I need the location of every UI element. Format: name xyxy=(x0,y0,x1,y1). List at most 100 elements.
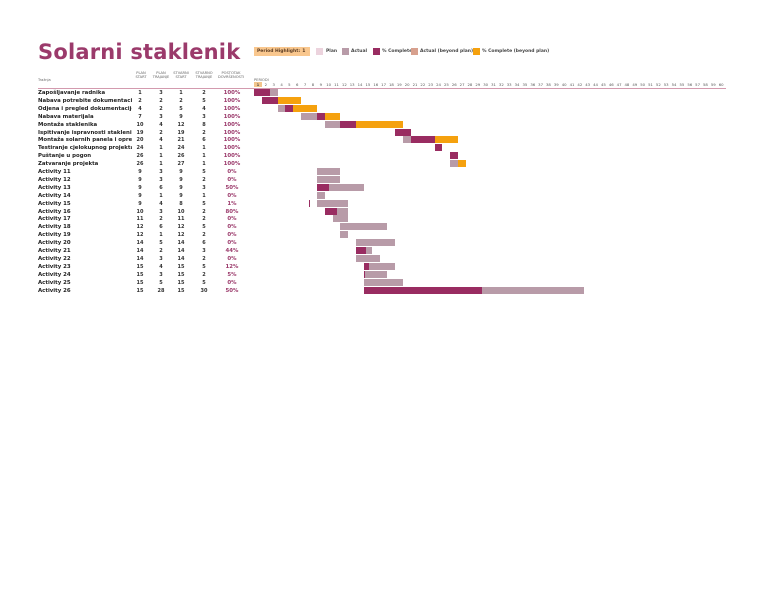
complete-bar xyxy=(450,152,459,160)
period-number: 52 xyxy=(655,82,661,87)
plan-start-value: 9 xyxy=(138,184,142,191)
actual-duration-value: 6 xyxy=(202,240,206,247)
table-row[interactable]: Testiranje cjelokupnog projekta 24 1 24 1 100… xyxy=(0,144,768,152)
actual-duration-value: 2 xyxy=(202,232,206,239)
activity-name: Testiranje cjelokupnog projekta xyxy=(38,145,132,152)
activity-name: Activity 11 xyxy=(38,169,71,175)
activity-name: Odjena i pregled dokumentacije xyxy=(38,105,132,112)
plan-bar xyxy=(316,175,341,183)
percent-complete-value: 100% xyxy=(223,137,241,144)
column-plan-start: PLAN START xyxy=(135,71,147,80)
table-row[interactable]: Activity 15 9 4 8 5 1% xyxy=(0,199,768,208)
plan-bar xyxy=(363,278,404,286)
table-row[interactable]: Activity 14 9 1 9 1 0% xyxy=(0,191,768,200)
table-row[interactable]: Activity 17 11 2 11 2 0% xyxy=(0,215,768,223)
actual-duration-value: 1 xyxy=(202,192,206,199)
period-number: 57 xyxy=(695,82,701,87)
plan-duration-value: 2 xyxy=(159,129,163,136)
period-number: 35 xyxy=(522,82,528,87)
plan-start-value: 26 xyxy=(136,161,144,168)
actual-start-value: 12 xyxy=(177,224,185,231)
table-row[interactable]: Odjena i pregled dokumentacije 4 2 5 4 100% xyxy=(0,104,768,113)
plan-start-value: 15 xyxy=(136,287,144,294)
actual-start-value: 14 xyxy=(177,255,185,262)
period-number: 47 xyxy=(616,82,622,87)
actual-duration-value: 6 xyxy=(202,137,206,144)
header-divider xyxy=(38,88,726,89)
table-row[interactable]: Montaža staklenika 10 4 12 8 100% xyxy=(0,120,768,129)
activity-name: Activity 15 xyxy=(38,200,71,207)
period-number: 14 xyxy=(357,82,363,87)
complete-bar xyxy=(363,286,482,294)
plan-duration-value: 3 xyxy=(159,271,163,278)
percent-complete-value: 44% xyxy=(225,248,239,254)
actual-start-value: 15 xyxy=(177,279,185,286)
period-number: 18 xyxy=(389,82,394,87)
activity-name: Activity 20 xyxy=(38,240,71,247)
table-row[interactable]: Activity 18 12 6 12 5 0% xyxy=(0,223,768,231)
complete-beyond-bar xyxy=(277,96,302,104)
complete-beyond-bar xyxy=(356,120,404,128)
table-row[interactable]: Activity 16 10 3 10 2 80% xyxy=(0,207,768,216)
table-row[interactable]: Activity 13 9 6 9 3 50% xyxy=(0,183,768,192)
complete-bar xyxy=(356,247,367,254)
percent-complete-value: 100% xyxy=(223,145,241,152)
period-number: 9 xyxy=(319,82,322,87)
plan-start-value: 14 xyxy=(136,255,144,262)
plan-duration-value: 1 xyxy=(159,145,163,152)
table-row[interactable]: Puštanje u pogon 26 1 26 1 100% xyxy=(0,152,768,160)
table-row[interactable]: Activity 24 15 3 15 2 5% xyxy=(0,270,768,279)
table-row[interactable]: Nabava potrebite dokumentacije 2 2 2 5 100% xyxy=(0,96,768,105)
period-number: 58 xyxy=(703,82,708,87)
table-row[interactable]: Activity 11 9 3 9 5 0% xyxy=(0,168,768,176)
period-number: 55 xyxy=(679,82,685,87)
percent-complete-value: 100% xyxy=(223,129,241,136)
table-row[interactable]: Nabava materijala 7 3 9 3 100% xyxy=(0,112,768,121)
table-row[interactable]: Activity 19 12 1 12 2 0% xyxy=(0,231,768,239)
plan-bar xyxy=(324,120,357,128)
table-row[interactable]: Ispitivanje ispravnosti staklenika 19 2 19 2… xyxy=(0,128,768,137)
plan-bar xyxy=(316,168,341,175)
activity-name: Activity 22 xyxy=(38,255,71,262)
plan-duration-value: 2 xyxy=(159,97,163,104)
table-row[interactable]: Activity 23 15 4 15 5 12% xyxy=(0,262,768,271)
plan-start-value: 14 xyxy=(136,248,144,254)
percent-complete-value: 0% xyxy=(227,279,237,286)
actual-duration-value: 8 xyxy=(202,121,206,128)
table-row[interactable]: Activity 21 14 2 14 3 44% xyxy=(0,247,768,255)
plan-duration-value: 4 xyxy=(159,263,163,270)
legend-actual-beyond-swatch xyxy=(411,48,418,55)
activity-name: Puštanje u pogon xyxy=(38,153,92,160)
period-highlight-label: Period Highlight: xyxy=(257,49,301,54)
period-number: 34 xyxy=(514,82,520,87)
period-number: 12 xyxy=(341,82,347,87)
plan-bar xyxy=(450,160,459,168)
table-row[interactable]: Zatvaranje projekta 26 1 27 1 100% xyxy=(0,160,768,168)
table-row[interactable]: Activity 12 9 3 9 2 0% xyxy=(0,175,768,184)
percent-complete-value: 0% xyxy=(227,169,237,175)
actual-start-value: 9 xyxy=(179,184,183,191)
period-number: 17 xyxy=(381,82,387,87)
actual-duration-value: 1 xyxy=(202,145,206,152)
complete-beyond-bar xyxy=(324,112,341,120)
plan-start-value: 15 xyxy=(136,271,144,278)
table-row[interactable]: Zapošljavanje radnika 1 3 1 2 100% xyxy=(0,89,768,97)
period-number: 50 xyxy=(640,82,646,87)
period-number: 10 xyxy=(326,82,332,87)
actual-duration-value: 1 xyxy=(202,153,206,160)
plan-bar xyxy=(316,199,349,207)
period-highlight-value[interactable]: 1 xyxy=(302,49,306,54)
period-highlight[interactable]: Period Highlight: 1 xyxy=(254,47,310,56)
plan-bar xyxy=(301,112,325,120)
table-row[interactable]: Activity 26 15 28 15 30 50% xyxy=(0,286,768,295)
table-row[interactable]: Activity 25 15 5 15 5 0% xyxy=(0,278,768,287)
plan-bar xyxy=(363,262,396,270)
activity-name: Activity 19 xyxy=(38,232,71,239)
table-row[interactable]: Activity 20 14 5 14 6 0% xyxy=(0,239,768,247)
table-row[interactable]: Activity 22 14 3 14 2 0% xyxy=(0,254,768,263)
actual-start-value: 14 xyxy=(177,248,185,254)
period-number: 5 xyxy=(288,82,291,87)
actual-start-value: 9 xyxy=(179,192,183,199)
actual-start-value: 15 xyxy=(177,271,185,278)
table-row[interactable]: Montaža solarnih panela i opreme 20 4 21 6 10… xyxy=(0,136,768,144)
